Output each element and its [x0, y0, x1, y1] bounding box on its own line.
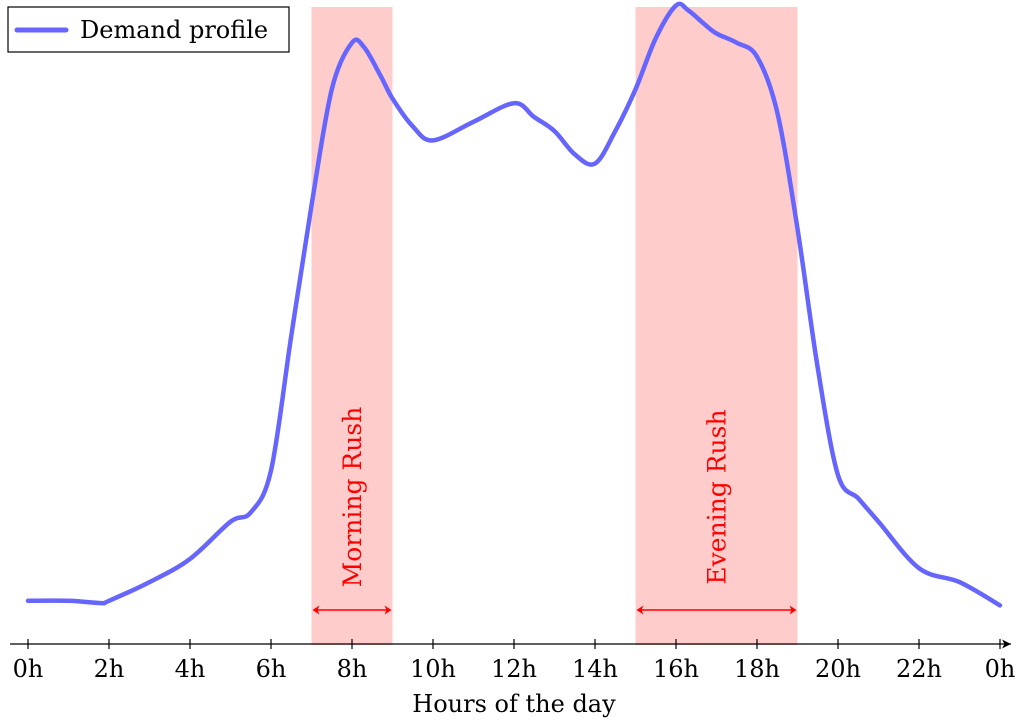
legend-label: Demand profile: [80, 16, 268, 44]
x-tick-label: 16h: [653, 655, 699, 683]
x-axis: [10, 639, 1011, 649]
rush-bands: Morning Rush Evening Rush: [311, 7, 798, 645]
evening-rush-arrowhead-left: [636, 605, 644, 615]
x-tick-label: 8h: [337, 655, 368, 683]
evening-rush-label: Evening Rush: [703, 409, 732, 584]
evening-rush-arrowhead-right: [789, 605, 797, 615]
x-axis-label: Hours of the day: [412, 690, 616, 718]
morning-rush-arrowhead-right: [384, 605, 392, 615]
x-axis-arrowhead: [1002, 639, 1011, 649]
x-axis-ticks: 0h 2h 4h 6h 8h 10h 12h 14h 16h 18h 20h 22h 0h: [13, 639, 1016, 683]
x-tick-label: 6h: [256, 655, 287, 683]
demand-profile-line: [25, 1, 1003, 608]
x-tick-label: 0h: [13, 655, 44, 683]
x-tick-label: 10h: [410, 655, 456, 683]
x-tick-label: 14h: [572, 655, 618, 683]
morning-rush-label: Morning Rush: [338, 407, 367, 588]
legend: Demand profile: [7, 6, 290, 53]
evening-rush-band: [635, 7, 798, 645]
x-tick-label: 0h: [985, 655, 1016, 683]
x-tick-label: 2h: [94, 655, 125, 683]
x-tick-label: 4h: [175, 655, 206, 683]
x-tick-label: 18h: [734, 655, 780, 683]
x-tick-label: 12h: [491, 655, 537, 683]
x-tick-label: 20h: [815, 655, 861, 683]
morning-rush-arrowhead-left: [312, 605, 320, 615]
series-layer: [25, 1, 1003, 608]
x-tick-label: 22h: [896, 655, 942, 683]
